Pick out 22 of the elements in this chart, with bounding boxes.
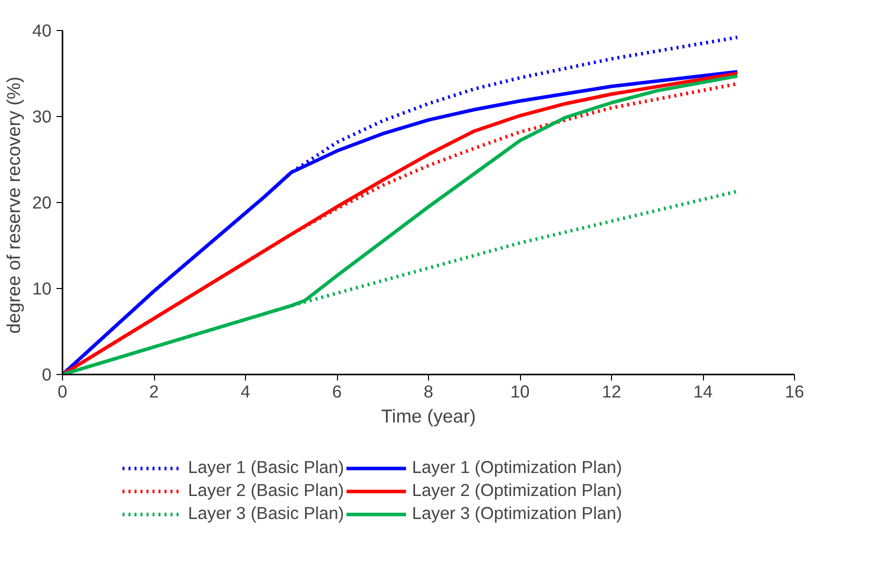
y-axis-title: degree of reserve recovery (%) (3, 76, 24, 334)
x-tick-label: 2 (149, 382, 159, 402)
x-axis-title: Time (year) (381, 406, 476, 426)
legend-label: Layer 1 (Optimization Plan) (412, 457, 622, 478)
legend-label: Layer 3 (Optimization Plan) (412, 503, 622, 524)
x-tick-label: 8 (424, 382, 434, 402)
x-tick-label: 16 (784, 382, 804, 402)
legend-label: Layer 2 (Basic Plan) (188, 480, 344, 501)
x-tick-label: 12 (602, 382, 622, 402)
x-tick-label: 14 (693, 382, 713, 402)
y-tick-label: 10 (32, 278, 52, 298)
y-tick-label: 20 (32, 192, 52, 212)
y-tick-label: 30 (32, 106, 52, 126)
legend-label: Layer 1 (Basic Plan) (188, 457, 344, 478)
legend-label: Layer 2 (Optimization Plan) (412, 480, 622, 501)
x-tick-label: 10 (510, 382, 530, 402)
x-tick-label: 0 (58, 382, 68, 402)
legend-label: Layer 3 (Basic Plan) (188, 503, 344, 524)
y-tick-label: 0 (42, 364, 52, 384)
y-tick-label: 40 (32, 20, 52, 40)
x-tick-label: 4 (240, 382, 251, 402)
x-tick-label: 6 (332, 382, 342, 402)
